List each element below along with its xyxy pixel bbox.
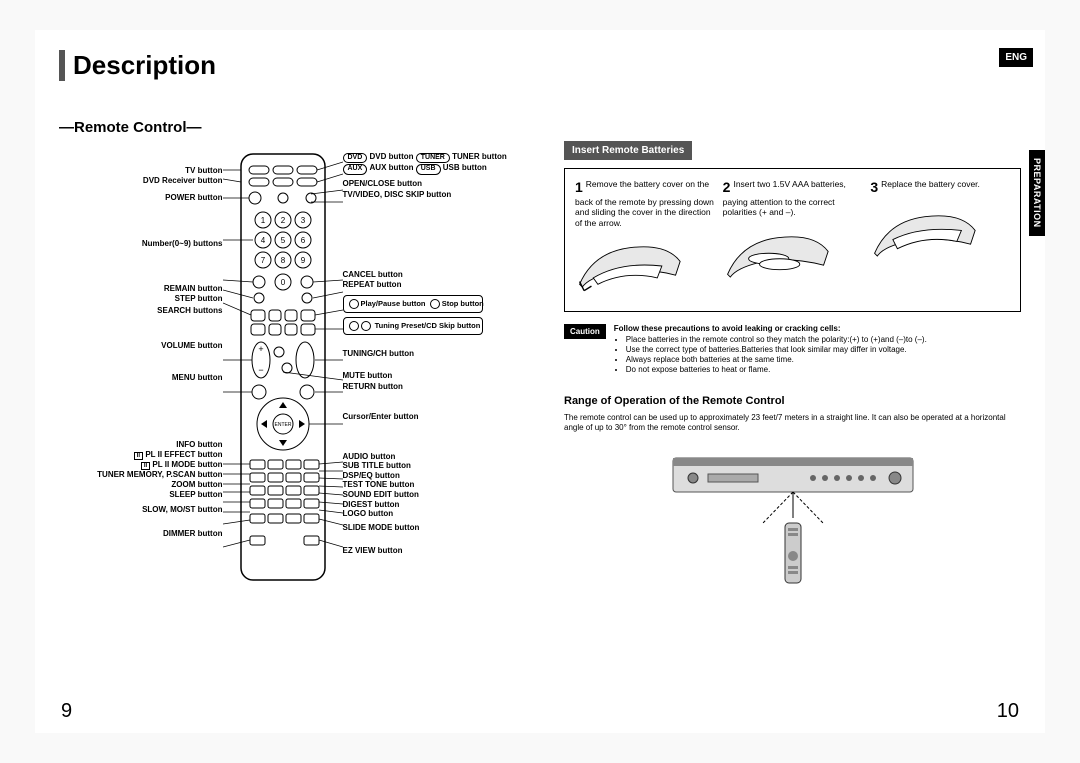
label-return: RETURN button [343, 382, 483, 392]
label-subtitle: SUB TITLE button [343, 461, 483, 471]
svg-text:6: 6 [300, 236, 305, 245]
label-remain: REMAIN button [93, 284, 223, 294]
label-cursor: Cursor/Enter button [343, 412, 483, 422]
svg-text:8: 8 [280, 256, 285, 265]
title-bar: Description [59, 50, 516, 81]
label-tuning-preset-group: Tuning Preset/CD Skip button [343, 317, 483, 335]
caution-item: Use the correct type of batteries.Batter… [626, 345, 1021, 354]
caution-badge: Caution [564, 324, 606, 339]
battery-step-3: 3Replace the battery cover. [870, 179, 1010, 301]
svg-text:7: 7 [260, 256, 265, 265]
page-left: Description —Remote Control— TV button D… [35, 30, 540, 733]
svg-text:1: 1 [260, 216, 265, 225]
label-info: INFO button [93, 440, 223, 450]
remote-illustration: 1 2 3 4 5 6 7 8 9 0 [223, 152, 343, 582]
label-pl2-effect: II PL II EFFECT button [93, 450, 223, 460]
label-play-stop-group: Play/Pause button Stop button [343, 295, 483, 313]
label-menu: MENU button [93, 373, 223, 383]
svg-text:0: 0 [280, 278, 285, 287]
label-tv: TV button [93, 166, 223, 176]
caution-item: Always replace both batteries at the sam… [626, 355, 1021, 364]
label-aux-usb: AUX AUX button USB USB button [343, 163, 483, 174]
label-tuner-mem: TUNER MEMORY, P.SCAN button [93, 470, 223, 480]
range-diagram-svg [633, 448, 953, 598]
label-sound-edit: SOUND EDIT button [343, 490, 483, 500]
label-open-close: OPEN/CLOSE button [343, 179, 483, 189]
label-repeat: REPEAT button [343, 280, 483, 290]
svg-text:4: 4 [260, 236, 265, 245]
battery-step-3-icon [870, 203, 980, 267]
range-diagram [564, 448, 1021, 603]
remote-section-title: —Remote Control— [59, 119, 516, 136]
label-mute: MUTE button [343, 371, 483, 381]
page-title: Description [73, 50, 516, 81]
range-text: The remote control can be used up to app… [564, 413, 1021, 434]
svg-text:−: − [258, 365, 263, 375]
label-volume: VOLUME button [93, 341, 223, 351]
page-number-left: 9 [61, 700, 72, 723]
svg-text:+: + [258, 344, 263, 354]
battery-step-1-icon [575, 234, 685, 298]
battery-steps-box: 1Remove the battery cover on the back of… [564, 168, 1021, 312]
remote-diagram-area: TV button DVD Receiver button POWER butt… [59, 152, 516, 582]
svg-text:2: 2 [280, 216, 285, 225]
label-dvd-tuner: DVD DVD button TUNER TUNER button [343, 152, 483, 163]
caution-body: Follow these precautions to avoid leakin… [614, 324, 1021, 375]
label-digest: DIGEST button [343, 500, 483, 510]
page-right: ENG PREPARATION Insert Remote Batteries … [540, 30, 1045, 733]
battery-step-2-icon [723, 224, 833, 288]
range-title: Range of Operation of the Remote Control [564, 395, 1021, 407]
left-label-column: TV button DVD Receiver button POWER butt… [93, 152, 223, 582]
battery-heading: Insert Remote Batteries [564, 141, 692, 160]
lang-badge: ENG [999, 48, 1033, 67]
side-tab: PREPARATION [1029, 150, 1045, 236]
label-cancel: CANCEL button [343, 270, 483, 280]
caution-heading: Follow these precautions to avoid leakin… [614, 324, 1021, 333]
page-number-right: 10 [997, 700, 1019, 723]
label-slide: SLIDE MODE button [343, 523, 483, 533]
label-sleep: SLEEP button [93, 490, 223, 500]
label-logo: LOGO button [343, 509, 483, 519]
label-dsp: DSP/EQ button [343, 471, 483, 481]
label-zoom: ZOOM button [93, 480, 223, 490]
label-dimmer: DIMMER button [93, 529, 223, 539]
caution-item: Place batteries in the remote control so… [626, 335, 1021, 344]
svg-text:5: 5 [280, 236, 285, 245]
label-tv-video: TV/VIDEO, DISC SKIP button [343, 190, 483, 200]
label-test-tone: TEST TONE button [343, 480, 483, 490]
right-label-column: DVD DVD button TUNER TUNER button AUX AU… [343, 152, 483, 582]
label-number: Number(0~9) buttons [93, 239, 223, 249]
svg-text:ENTER: ENTER [274, 422, 291, 428]
battery-step-2: 2Insert two 1.5V AAA batteries, paying a… [723, 179, 863, 301]
label-pl2-mode: II PL II MODE button [93, 460, 223, 470]
caution-item: Do not expose batteries to heat or flame… [626, 365, 1021, 374]
label-step: STEP button [93, 294, 223, 304]
label-power: POWER button [93, 193, 223, 203]
label-slow: SLOW, MO/ST button [93, 505, 223, 515]
battery-step-1: 1Remove the battery cover on the back of… [575, 179, 715, 301]
label-tuning-ch: TUNING/CH button [343, 349, 483, 359]
label-search: SEARCH buttons [93, 306, 223, 316]
caution-block: Caution Follow these precautions to avoi… [564, 324, 1021, 375]
svg-text:3: 3 [300, 216, 305, 225]
svg-text:9: 9 [300, 256, 305, 265]
label-ezview: EZ VIEW button [343, 546, 483, 556]
label-audio: AUDIO button [343, 452, 483, 462]
label-dvd-receiver: DVD Receiver button [93, 176, 223, 186]
